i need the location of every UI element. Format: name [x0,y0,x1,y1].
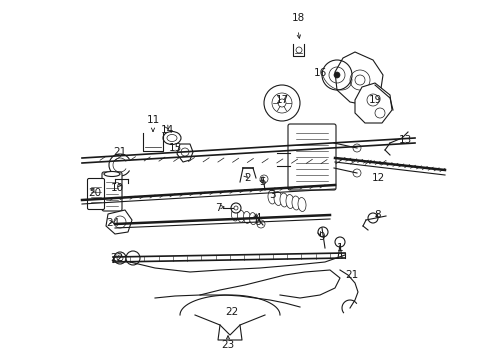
Circle shape [260,175,268,183]
Text: 22: 22 [110,253,123,263]
Polygon shape [335,52,383,105]
Text: 22: 22 [225,307,239,317]
Ellipse shape [280,193,288,207]
Text: 7: 7 [215,203,221,213]
Ellipse shape [268,190,276,204]
Circle shape [231,203,241,213]
Text: 14: 14 [160,125,173,135]
Polygon shape [177,144,193,162]
Text: 15: 15 [169,143,182,153]
Ellipse shape [292,196,300,210]
Text: 16: 16 [314,68,327,78]
Text: 9: 9 [318,232,325,242]
Text: 8: 8 [375,210,381,220]
Polygon shape [106,210,132,234]
Text: 4: 4 [255,213,261,223]
Circle shape [114,216,126,228]
Text: 24: 24 [106,218,120,228]
Text: 21: 21 [113,147,126,157]
Ellipse shape [104,171,120,176]
Text: 3: 3 [269,190,275,200]
Ellipse shape [286,194,294,208]
Ellipse shape [231,209,239,221]
Text: 12: 12 [371,173,385,183]
Text: 11: 11 [147,115,160,125]
Circle shape [353,169,361,177]
Text: 20: 20 [88,188,101,198]
Text: 21: 21 [345,270,359,280]
Circle shape [126,251,140,265]
Ellipse shape [238,210,245,222]
Ellipse shape [274,192,282,206]
Text: 18: 18 [292,13,305,23]
Text: 10: 10 [110,183,123,193]
Circle shape [334,72,340,78]
Circle shape [114,252,126,264]
Ellipse shape [249,213,257,225]
Text: 13: 13 [398,135,412,145]
Text: 19: 19 [368,95,382,105]
Text: 23: 23 [221,340,235,350]
Polygon shape [355,83,392,123]
FancyBboxPatch shape [88,179,104,210]
Ellipse shape [163,131,181,144]
Circle shape [257,220,265,228]
Text: 5: 5 [259,177,265,187]
Circle shape [318,227,328,237]
Circle shape [335,237,345,247]
FancyBboxPatch shape [288,124,336,190]
Text: 1: 1 [337,243,343,253]
FancyBboxPatch shape [102,172,122,211]
Ellipse shape [244,211,250,224]
Text: 6: 6 [255,217,261,227]
Text: 2: 2 [245,173,251,183]
Circle shape [353,144,361,152]
Text: 17: 17 [275,95,289,105]
Ellipse shape [298,198,306,211]
Circle shape [368,213,378,223]
